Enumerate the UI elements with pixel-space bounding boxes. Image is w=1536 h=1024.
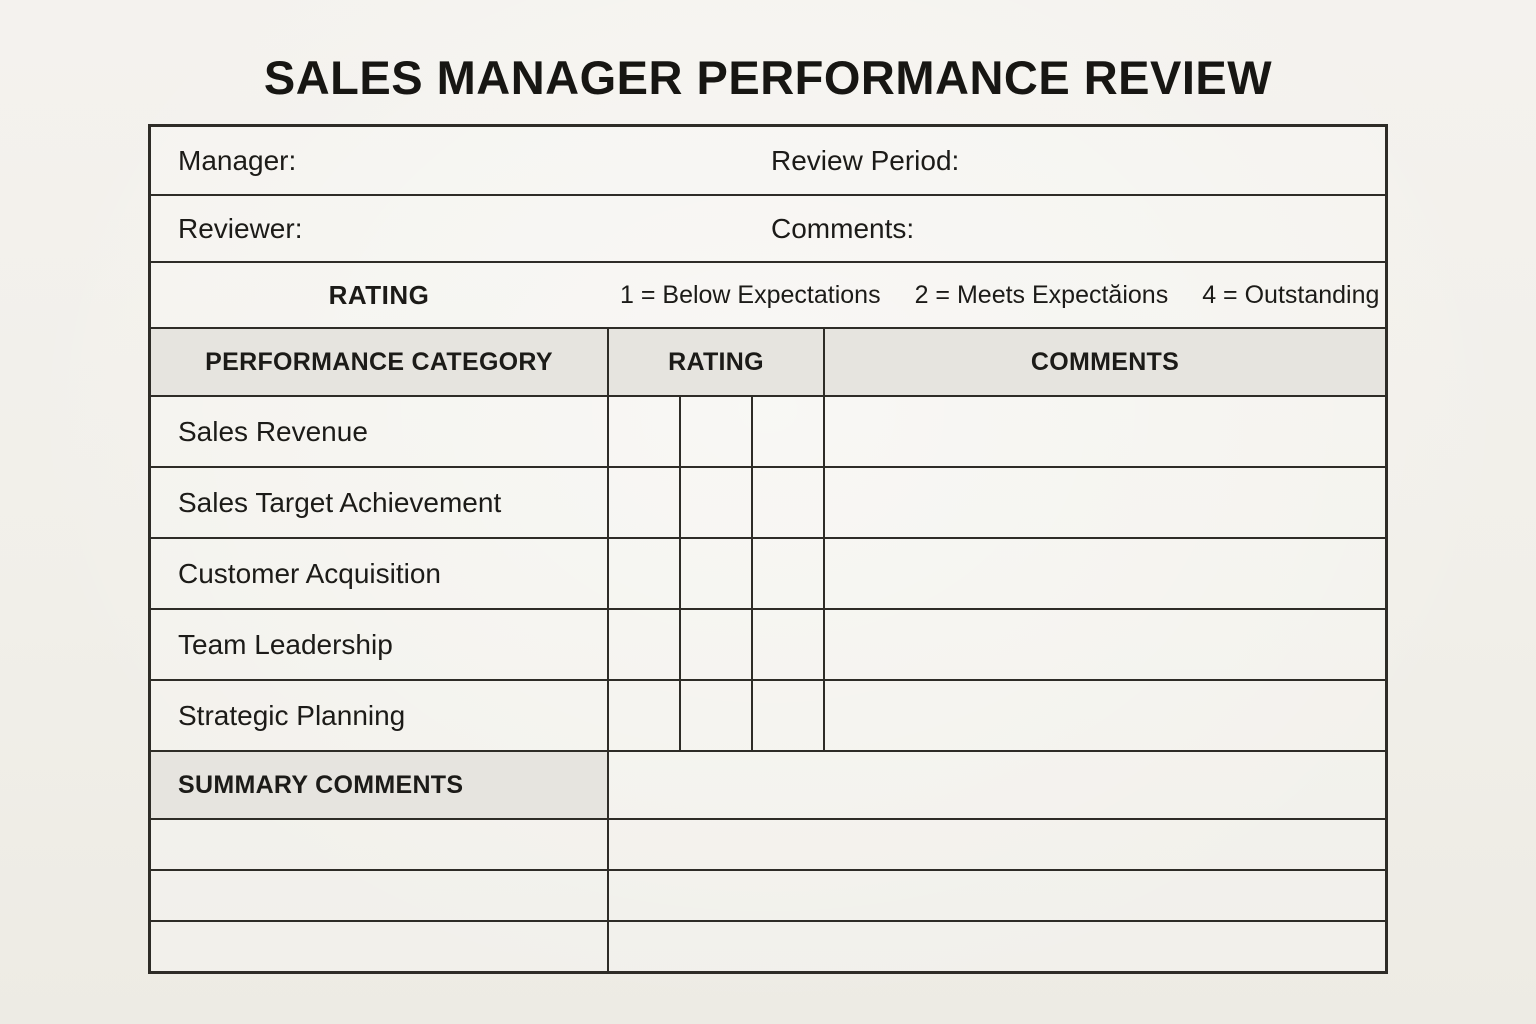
table-row: Sales Revenue: [151, 395, 1385, 466]
rating-box-2[interactable]: [679, 610, 751, 679]
page-title: SALES MANAGER PERFORMANCE REVIEW: [263, 51, 1273, 104]
rating-box-2[interactable]: [679, 397, 751, 466]
rating-box-3[interactable]: [751, 610, 823, 679]
empty-right-cell[interactable]: [607, 871, 1385, 920]
rating-box-1[interactable]: [607, 681, 679, 750]
comments-field[interactable]: [823, 397, 1385, 466]
summary-comments-field[interactable]: [607, 752, 1385, 818]
legend-item-meets: 2 = Meets Expectăions: [914, 280, 1169, 309]
rating-box-3[interactable]: [751, 539, 823, 608]
rating-box-1[interactable]: [607, 610, 679, 679]
review-period-label: Review Period:: [771, 144, 960, 176]
empty-right-cell[interactable]: [607, 820, 1385, 869]
empty-row: [151, 920, 1385, 971]
rating-legend-items: 1 = Below Expectations 2 = Meets Expectă…: [607, 263, 1385, 327]
category-label: Strategic Planning: [178, 699, 406, 731]
empty-left-cell[interactable]: [151, 820, 607, 869]
category-label: Sales Revenue: [178, 415, 368, 447]
rating-box-3[interactable]: [751, 468, 823, 537]
empty-row: [151, 818, 1385, 869]
table-row: Sales Target Achievement: [151, 466, 1385, 537]
rating-box-2[interactable]: [679, 539, 751, 608]
comments-field[interactable]: [823, 539, 1385, 608]
reviewer-comments-row: Reviewer: Comments:: [151, 194, 1385, 261]
comments-field[interactable]: [823, 681, 1385, 750]
legend-item-outstanding: 4 = Outstanding: [1202, 280, 1380, 309]
rating-box-2[interactable]: [679, 681, 751, 750]
table-row: Strategic Planning: [151, 679, 1385, 750]
category-label: Team Leadership: [178, 628, 393, 660]
header-performance-category: PERFORMANCE CATEGORY: [205, 347, 553, 376]
rating-legend-label: RATING: [328, 279, 430, 310]
rating-box-1[interactable]: [607, 468, 679, 537]
empty-row: [151, 869, 1385, 920]
rating-box-1[interactable]: [607, 539, 679, 608]
header-rating: RATING: [607, 329, 823, 395]
rating-legend-row: RATING 1 = Below Expectations 2 = Meets …: [151, 261, 1385, 327]
table-header-row: PERFORMANCE CATEGORY RATING COMMENTS: [151, 327, 1385, 395]
rating-box-1[interactable]: [607, 397, 679, 466]
table-row: Team Leadership: [151, 608, 1385, 679]
empty-left-cell[interactable]: [151, 871, 607, 920]
empty-left-cell[interactable]: [151, 922, 607, 971]
header-comments: COMMENTS: [823, 329, 1385, 395]
rating-box-3[interactable]: [751, 397, 823, 466]
category-label: Sales Target Achievement: [178, 486, 502, 518]
reviewer-label: Reviewer:: [178, 212, 303, 244]
rating-box-2[interactable]: [679, 468, 751, 537]
comments-label: Comments:: [771, 212, 915, 244]
manager-label: Manager:: [178, 144, 297, 176]
summary-comments-row: SUMMARY COMMENTS: [151, 750, 1385, 818]
rating-box-3[interactable]: [751, 681, 823, 750]
manager-review-period-row: Manager: Review Period:: [151, 127, 1385, 194]
comments-field[interactable]: [823, 468, 1385, 537]
category-label: Customer Acquisition: [178, 557, 442, 589]
empty-right-cell[interactable]: [607, 922, 1385, 971]
legend-item-below: 1 = Below Expectations: [620, 280, 881, 309]
table-row: Customer Acquisition: [151, 537, 1385, 608]
performance-review-form: Manager: Review Period: Reviewer: Commen…: [148, 124, 1388, 974]
summary-comments-label: SUMMARY COMMENTS: [151, 752, 607, 818]
comments-field[interactable]: [823, 610, 1385, 679]
